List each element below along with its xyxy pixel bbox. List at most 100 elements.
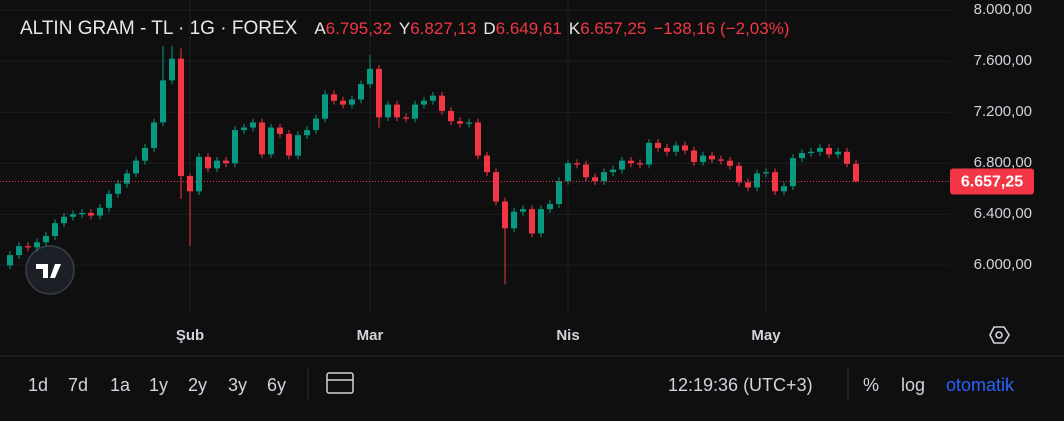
logo-mark[interactable] bbox=[36, 264, 61, 278]
candle-body bbox=[673, 145, 679, 152]
candle-body bbox=[295, 135, 301, 156]
candle-body bbox=[367, 68, 373, 85]
range-button[interactable]: 1a bbox=[110, 375, 131, 395]
settings-dot[interactable] bbox=[995, 331, 1003, 339]
logo-circle[interactable] bbox=[25, 245, 75, 295]
candle-body bbox=[124, 173, 130, 184]
candle-body bbox=[484, 155, 490, 173]
candle-body bbox=[691, 150, 697, 162]
candle-body bbox=[313, 118, 319, 131]
settings-icon[interactable] bbox=[989, 326, 1010, 344]
candle-body bbox=[745, 182, 751, 188]
y-tick-label: 8.000,00 bbox=[974, 1, 1032, 18]
range-button[interactable]: 2y bbox=[188, 375, 208, 395]
ohlc-value: 6.795,32 bbox=[325, 19, 392, 38]
candle-body bbox=[205, 156, 211, 169]
candle-body bbox=[52, 223, 58, 236]
header: ALTIN GRAM - TL · 1G · FOREX A6.795,32 Y6… bbox=[20, 18, 796, 40]
last-price-tag bbox=[950, 168, 1034, 195]
candle-body bbox=[349, 99, 355, 105]
candle-body bbox=[772, 172, 778, 192]
candle-body bbox=[232, 130, 238, 164]
candle-body bbox=[277, 127, 283, 134]
candle-body bbox=[646, 142, 652, 165]
y-tick-label: 6.400,00 bbox=[974, 205, 1032, 222]
calendar-icon[interactable] bbox=[326, 372, 354, 394]
auto-button[interactable]: otomatik bbox=[946, 375, 1015, 395]
range-button[interactable]: 6y bbox=[267, 375, 287, 395]
candle-body bbox=[502, 201, 508, 229]
candle-body bbox=[160, 80, 166, 123]
x-tick-label: Şub bbox=[176, 327, 204, 344]
candle-body bbox=[556, 181, 562, 205]
candle-body bbox=[736, 165, 742, 183]
candle-body bbox=[457, 121, 463, 124]
x-tick-label: Mar bbox=[357, 327, 384, 344]
candle-body bbox=[853, 163, 859, 182]
ohlc-value: 6.827,13 bbox=[410, 19, 477, 38]
chart-title: ALTIN GRAM - TL · 1G · FOREX bbox=[20, 18, 298, 39]
candle-body bbox=[376, 68, 382, 118]
candle-body bbox=[619, 160, 625, 170]
candle-body bbox=[799, 153, 805, 159]
range-button[interactable]: 3y bbox=[228, 375, 248, 395]
range-button[interactable]: 7d bbox=[68, 375, 89, 395]
candle-body bbox=[133, 160, 139, 174]
candle-body bbox=[7, 255, 13, 266]
ohlc-value: 6.657,25 bbox=[580, 19, 647, 38]
toolbar: 1d 7d 1a 1y 2y 3y 6y 12:19:36 (UTC+3)% log otomat… bbox=[0, 360, 1064, 410]
range-button[interactable]: 1d bbox=[28, 375, 49, 395]
candle-body bbox=[61, 216, 67, 224]
candle-body bbox=[79, 212, 85, 215]
candle-body bbox=[754, 173, 760, 188]
calendar-box[interactable] bbox=[326, 372, 354, 394]
candle-body bbox=[187, 175, 193, 192]
candle-body bbox=[592, 177, 598, 182]
candle-body bbox=[808, 151, 814, 154]
percent-button[interactable]: % bbox=[863, 375, 880, 395]
candle-body bbox=[439, 95, 445, 111]
candle-body bbox=[340, 100, 346, 105]
candle-body bbox=[43, 235, 49, 243]
time-label[interactable]: 12:19:36 (UTC+3) bbox=[668, 375, 813, 395]
candle-body bbox=[286, 133, 292, 156]
grid bbox=[0, 0, 950, 315]
candle-body bbox=[196, 156, 202, 192]
y-tick-label: 6.800,00 bbox=[974, 154, 1032, 171]
candle-body bbox=[412, 104, 418, 119]
tv-logo[interactable] bbox=[25, 245, 75, 295]
candle-body bbox=[331, 94, 337, 101]
candle-body bbox=[655, 142, 661, 148]
candle-body bbox=[763, 172, 769, 174]
candle-body bbox=[16, 246, 22, 256]
candle-body bbox=[493, 172, 499, 202]
candle-body bbox=[394, 104, 400, 118]
candle-body bbox=[421, 100, 427, 105]
candle-body bbox=[475, 122, 481, 156]
candle-body bbox=[223, 160, 229, 164]
candle-body bbox=[34, 242, 40, 248]
candle-body bbox=[106, 193, 112, 208]
candle-body bbox=[538, 209, 544, 234]
y-tick-label: 7.600,00 bbox=[974, 52, 1032, 69]
ohlc-key: K bbox=[568, 19, 581, 38]
candle-body bbox=[214, 160, 220, 169]
candle-body bbox=[826, 147, 832, 155]
candle-body bbox=[547, 204, 553, 210]
ohlc-key: A bbox=[314, 19, 326, 38]
candle-body bbox=[466, 122, 472, 124]
candle-body bbox=[727, 160, 733, 166]
candle-body bbox=[178, 58, 184, 176]
ohlc-key: D bbox=[483, 19, 496, 38]
candle-body bbox=[250, 122, 256, 128]
range-button[interactable]: 1y bbox=[149, 375, 169, 395]
settings-hex[interactable] bbox=[989, 326, 1010, 344]
candle-body bbox=[601, 172, 607, 182]
candle-body bbox=[115, 183, 121, 194]
x-tick-label: May bbox=[751, 327, 781, 344]
candle-body bbox=[718, 159, 724, 161]
log-button[interactable]: log bbox=[901, 375, 926, 395]
candle-body bbox=[817, 147, 823, 152]
candle-body bbox=[664, 147, 670, 152]
